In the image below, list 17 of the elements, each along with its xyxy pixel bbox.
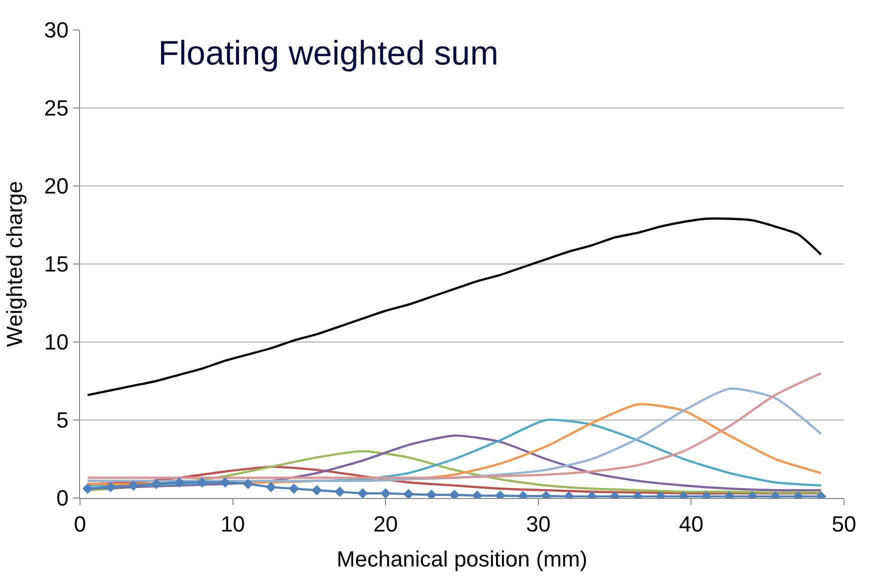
y-tick-label: 30 — [44, 18, 69, 43]
y-tick-label: 25 — [44, 96, 69, 121]
x-tick-label: 40 — [678, 511, 704, 536]
chart-title: Floating weighted sum — [158, 34, 498, 72]
y-axis-title: Weighted charge — [2, 181, 27, 347]
y-tick-label: 5 — [56, 408, 69, 433]
y-tick-label: 20 — [44, 174, 69, 199]
x-tick-label: 30 — [526, 511, 551, 536]
line-series — [86, 217, 822, 396]
y-tick-label: 15 — [44, 252, 69, 277]
x-tick-label: 50 — [832, 511, 856, 536]
x-tick-label: 20 — [373, 511, 398, 536]
y-tick-label: 0 — [56, 486, 69, 511]
y-tick-label: 10 — [44, 330, 69, 355]
x-tick-label: 10 — [220, 511, 246, 536]
x-axis-title: Mechanical position (mm) — [336, 546, 588, 572]
x-tick-label: 0 — [74, 511, 86, 536]
